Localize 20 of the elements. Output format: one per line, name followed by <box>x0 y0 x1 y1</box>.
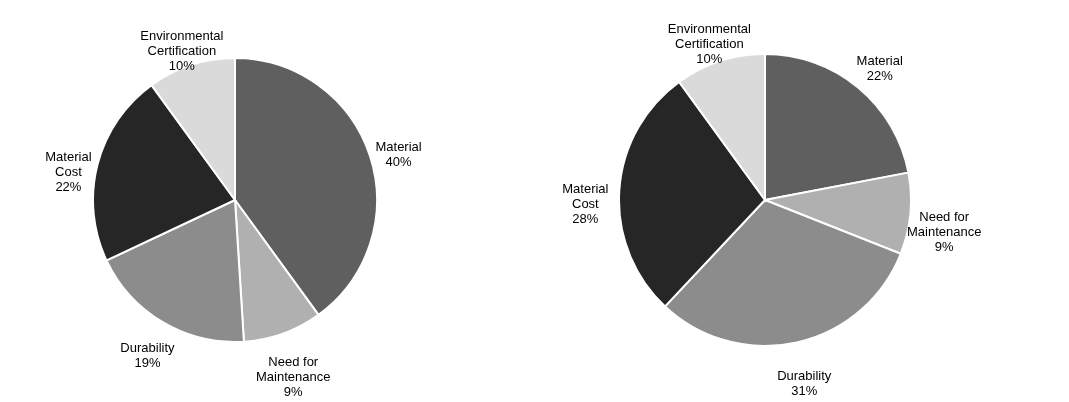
data-label: 10% <box>168 58 196 74</box>
slice-label: Need for Maintenance <box>906 208 982 239</box>
slice-label: Material <box>375 138 422 154</box>
slice-label: Need for Maintenance <box>256 353 331 384</box>
data-label: 28% <box>572 210 599 226</box>
slice-label: Durability <box>777 367 832 383</box>
data-label: 9% <box>934 238 955 254</box>
slice-label: Material <box>856 53 903 69</box>
slice-label: Material Cost <box>45 149 92 180</box>
slice-label: Environmental Certification <box>140 28 224 59</box>
data-label: 40% <box>385 153 413 169</box>
data-label: 22% <box>55 179 82 195</box>
data-label: 9% <box>283 383 304 399</box>
data-label: 19% <box>134 355 161 371</box>
data-label: 22% <box>866 68 894 84</box>
slice-label: Environmental Certification <box>667 20 752 51</box>
data-label: 31% <box>791 382 818 398</box>
slice-label: Durability <box>120 340 176 356</box>
slice-label: Material Cost <box>562 180 609 211</box>
data-label: 10% <box>696 50 723 66</box>
